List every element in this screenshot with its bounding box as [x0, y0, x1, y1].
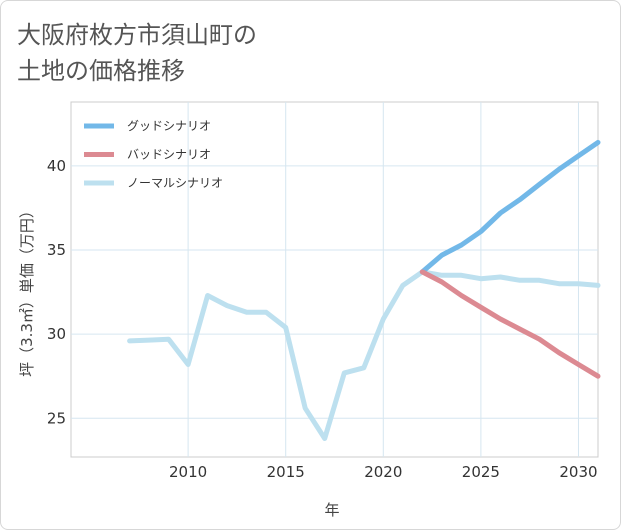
series-line-normal-scenario	[127, 269, 601, 441]
y-tick-label-40: 40	[47, 157, 66, 175]
series-line-bad-scenario	[419, 269, 601, 379]
series-line-good-scenario	[419, 139, 601, 275]
chart-title-line-2: 土地の価格推移	[17, 57, 185, 85]
chart-title: 大阪府枚方市須山町の 土地の価格推移	[17, 17, 257, 89]
x-tick-label-2015: 2015	[267, 463, 305, 481]
y-tick-label-30: 30	[47, 325, 66, 343]
y-tick-label-35: 35	[47, 241, 66, 259]
x-tick-label-2030: 2030	[559, 463, 597, 481]
series-layer	[127, 139, 601, 441]
y-tick-label-25: 25	[47, 409, 66, 427]
plot-area	[70, 101, 599, 458]
legend-label-good-scenario: グッドシナリオ	[127, 119, 211, 133]
legend-label-normal-scenario: ノーマルシナリオ	[127, 176, 223, 190]
chart-title-line-1: 大阪府枚方市須山町の	[17, 21, 257, 49]
y-axis-label: 坪（3.3㎡）単価（万円）	[18, 203, 36, 377]
grid-lines	[71, 102, 598, 457]
tick-labels: 2010 2015 2020 2025 2030 25 30 35 40	[47, 157, 598, 481]
x-tick-label-2010: 2010	[169, 463, 207, 481]
legend-label-bad-scenario: バッドシナリオ	[127, 148, 211, 162]
x-axis-label: 年	[324, 501, 339, 519]
x-tick-label-2020: 2020	[364, 463, 402, 481]
x-tick-label-2025: 2025	[462, 463, 500, 481]
